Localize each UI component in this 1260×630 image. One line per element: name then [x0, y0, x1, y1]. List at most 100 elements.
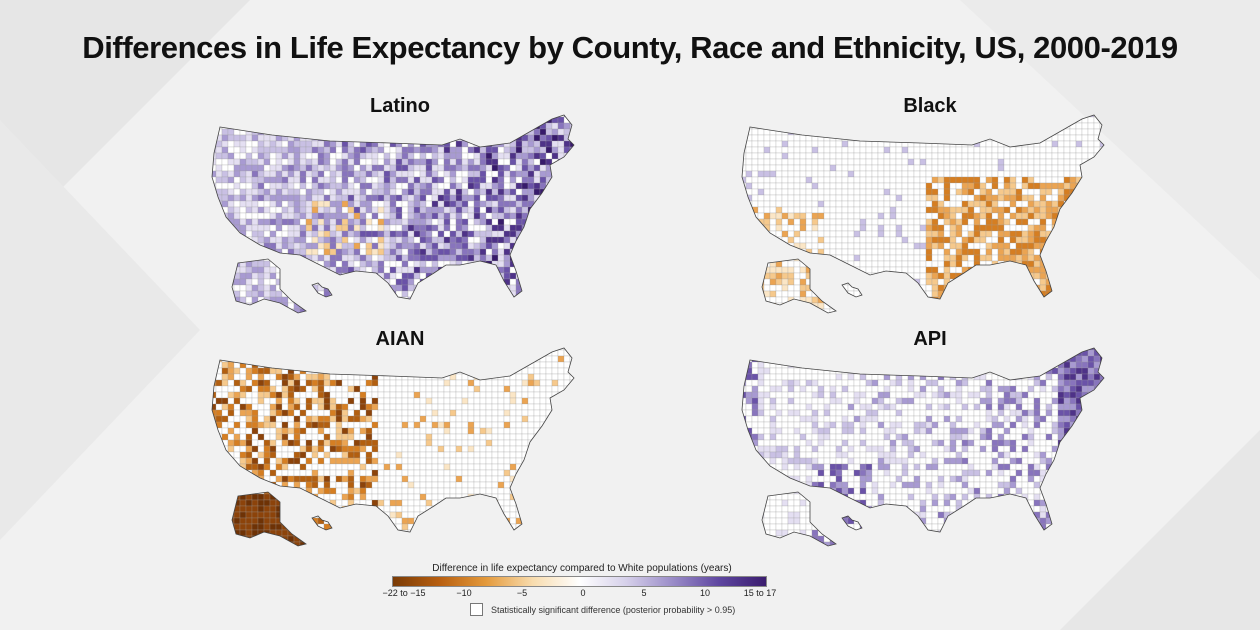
county-cell	[503, 236, 511, 244]
county-cell	[413, 242, 421, 250]
county-cell	[491, 296, 499, 304]
county-cell	[722, 237, 728, 243]
county-cell	[455, 248, 463, 256]
county-cell	[198, 129, 204, 135]
county-cell	[545, 128, 553, 136]
county-cell	[865, 230, 873, 238]
county-cell	[443, 284, 451, 292]
county-cell	[341, 296, 349, 304]
county-cell	[751, 254, 759, 262]
county-cell	[763, 212, 771, 220]
county-cell	[907, 260, 915, 268]
county-cell	[1045, 254, 1053, 262]
county-cell	[455, 266, 463, 274]
county-cell	[527, 212, 535, 220]
county-cell	[955, 212, 963, 220]
county-cell	[455, 176, 463, 184]
county-cell	[485, 182, 493, 190]
county-cell	[913, 164, 921, 172]
county-cell	[775, 146, 783, 154]
county-cell	[588, 303, 594, 309]
county-cell	[479, 296, 487, 304]
county-cell	[275, 218, 283, 226]
county-cell	[180, 195, 186, 201]
county-cell	[353, 284, 361, 292]
county-cell	[913, 212, 921, 220]
county-cell	[1069, 230, 1077, 238]
county-cell	[413, 272, 421, 280]
county-cell	[293, 284, 301, 292]
county-cell	[1057, 140, 1065, 148]
county-cell	[775, 170, 783, 178]
county-cell	[823, 194, 831, 202]
county-cell	[204, 309, 210, 315]
county-cell	[606, 219, 612, 225]
county-cell	[365, 158, 373, 166]
county-cell	[600, 297, 606, 303]
county-cell	[763, 146, 771, 154]
county-cell	[311, 164, 319, 172]
county-cell	[509, 212, 517, 220]
county-cell	[1130, 219, 1136, 225]
county-cell	[751, 164, 759, 172]
county-cell	[728, 261, 734, 267]
county-cell	[521, 170, 529, 178]
county-cell	[341, 224, 349, 232]
county-cell	[305, 218, 313, 226]
county-cell	[728, 129, 734, 135]
county-cell	[569, 236, 574, 244]
county-cell	[865, 158, 873, 166]
county-cell	[1118, 213, 1124, 219]
county-cell	[527, 164, 535, 172]
county-cell	[895, 260, 903, 268]
county-cell	[251, 224, 259, 232]
county-cell	[227, 224, 235, 232]
county-cell	[588, 321, 594, 327]
county-cell	[257, 266, 265, 274]
county-cell	[1130, 261, 1136, 267]
county-cell	[997, 260, 1005, 268]
county-cell	[1142, 123, 1148, 129]
county-cell	[793, 218, 801, 226]
county-cell	[449, 134, 457, 142]
county-cell	[533, 218, 541, 226]
county-cell	[276, 315, 282, 321]
county-cell	[281, 272, 289, 280]
county-cell	[443, 176, 451, 184]
county-cell	[299, 278, 307, 286]
county-cell	[937, 254, 945, 262]
county-cell	[1130, 207, 1136, 213]
county-cell	[925, 158, 933, 166]
county-cell	[600, 159, 606, 165]
county-cell	[728, 255, 734, 261]
county-cell	[811, 152, 819, 160]
county-cell	[311, 158, 319, 166]
county-cell	[503, 194, 511, 202]
county-cell	[955, 116, 963, 124]
county-cell	[949, 248, 957, 256]
county-cell	[557, 164, 565, 172]
county-cell	[757, 152, 765, 160]
county-cell	[1003, 188, 1011, 196]
county-cell	[527, 146, 535, 154]
county-cell	[317, 182, 325, 190]
county-cell	[251, 212, 259, 220]
county-cell	[306, 315, 312, 321]
county-cell	[1118, 195, 1124, 201]
county-cell	[728, 177, 734, 183]
county-cell	[341, 158, 349, 166]
county-cell	[1136, 165, 1142, 171]
county-cell	[497, 308, 505, 313]
county-cell	[806, 105, 812, 111]
county-cell	[497, 152, 505, 160]
county-cell	[582, 279, 588, 285]
county-cell	[180, 267, 186, 273]
county-cell	[204, 153, 210, 159]
county-cell	[198, 297, 204, 303]
county-cell	[233, 182, 241, 190]
county-cell	[377, 164, 385, 172]
county-cell	[383, 115, 391, 118]
county-cell	[257, 182, 265, 190]
county-cell	[865, 212, 873, 220]
county-cell	[1021, 152, 1029, 160]
